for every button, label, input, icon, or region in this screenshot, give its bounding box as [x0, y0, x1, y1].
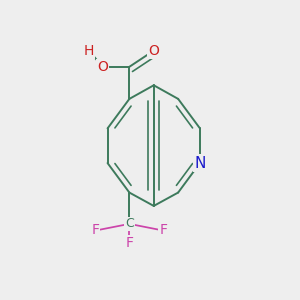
Text: F: F	[125, 236, 134, 250]
Text: H: H	[84, 44, 94, 58]
Text: C: C	[125, 218, 134, 230]
Text: F: F	[159, 223, 167, 237]
Text: N: N	[194, 155, 206, 170]
Text: O: O	[97, 60, 108, 74]
Text: F: F	[91, 223, 99, 237]
Text: O: O	[148, 44, 159, 58]
